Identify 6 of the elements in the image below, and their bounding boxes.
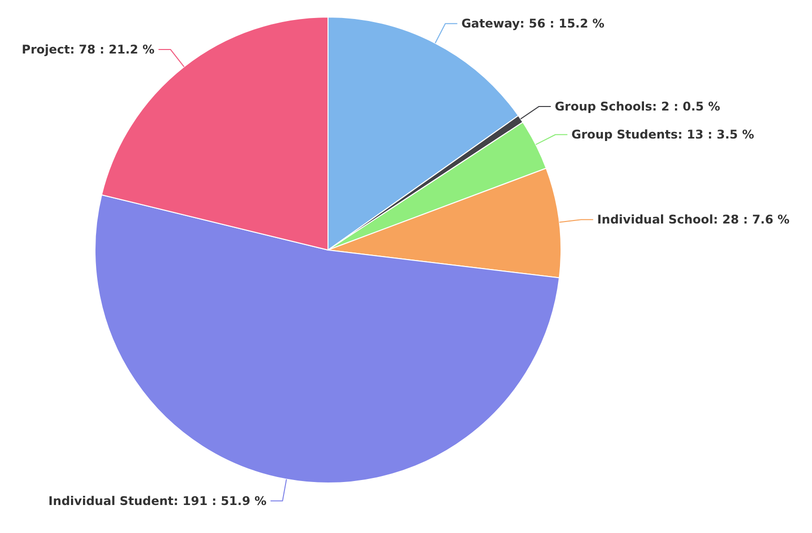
slice-label: Project: 78 : 21.2 % <box>22 42 154 56</box>
slice-label: Gateway: 56 : 15.2 % <box>461 16 604 31</box>
slice-label: Individual Student: 191 : 51.9 % <box>48 494 267 508</box>
slice-label: Group Schools: 2 : 0.5 % <box>554 100 720 114</box>
slice-label: Individual School: 28 : 7.6 % <box>597 212 790 227</box>
slice-label: Group Students: 13 : 3.5 % <box>571 128 754 142</box>
